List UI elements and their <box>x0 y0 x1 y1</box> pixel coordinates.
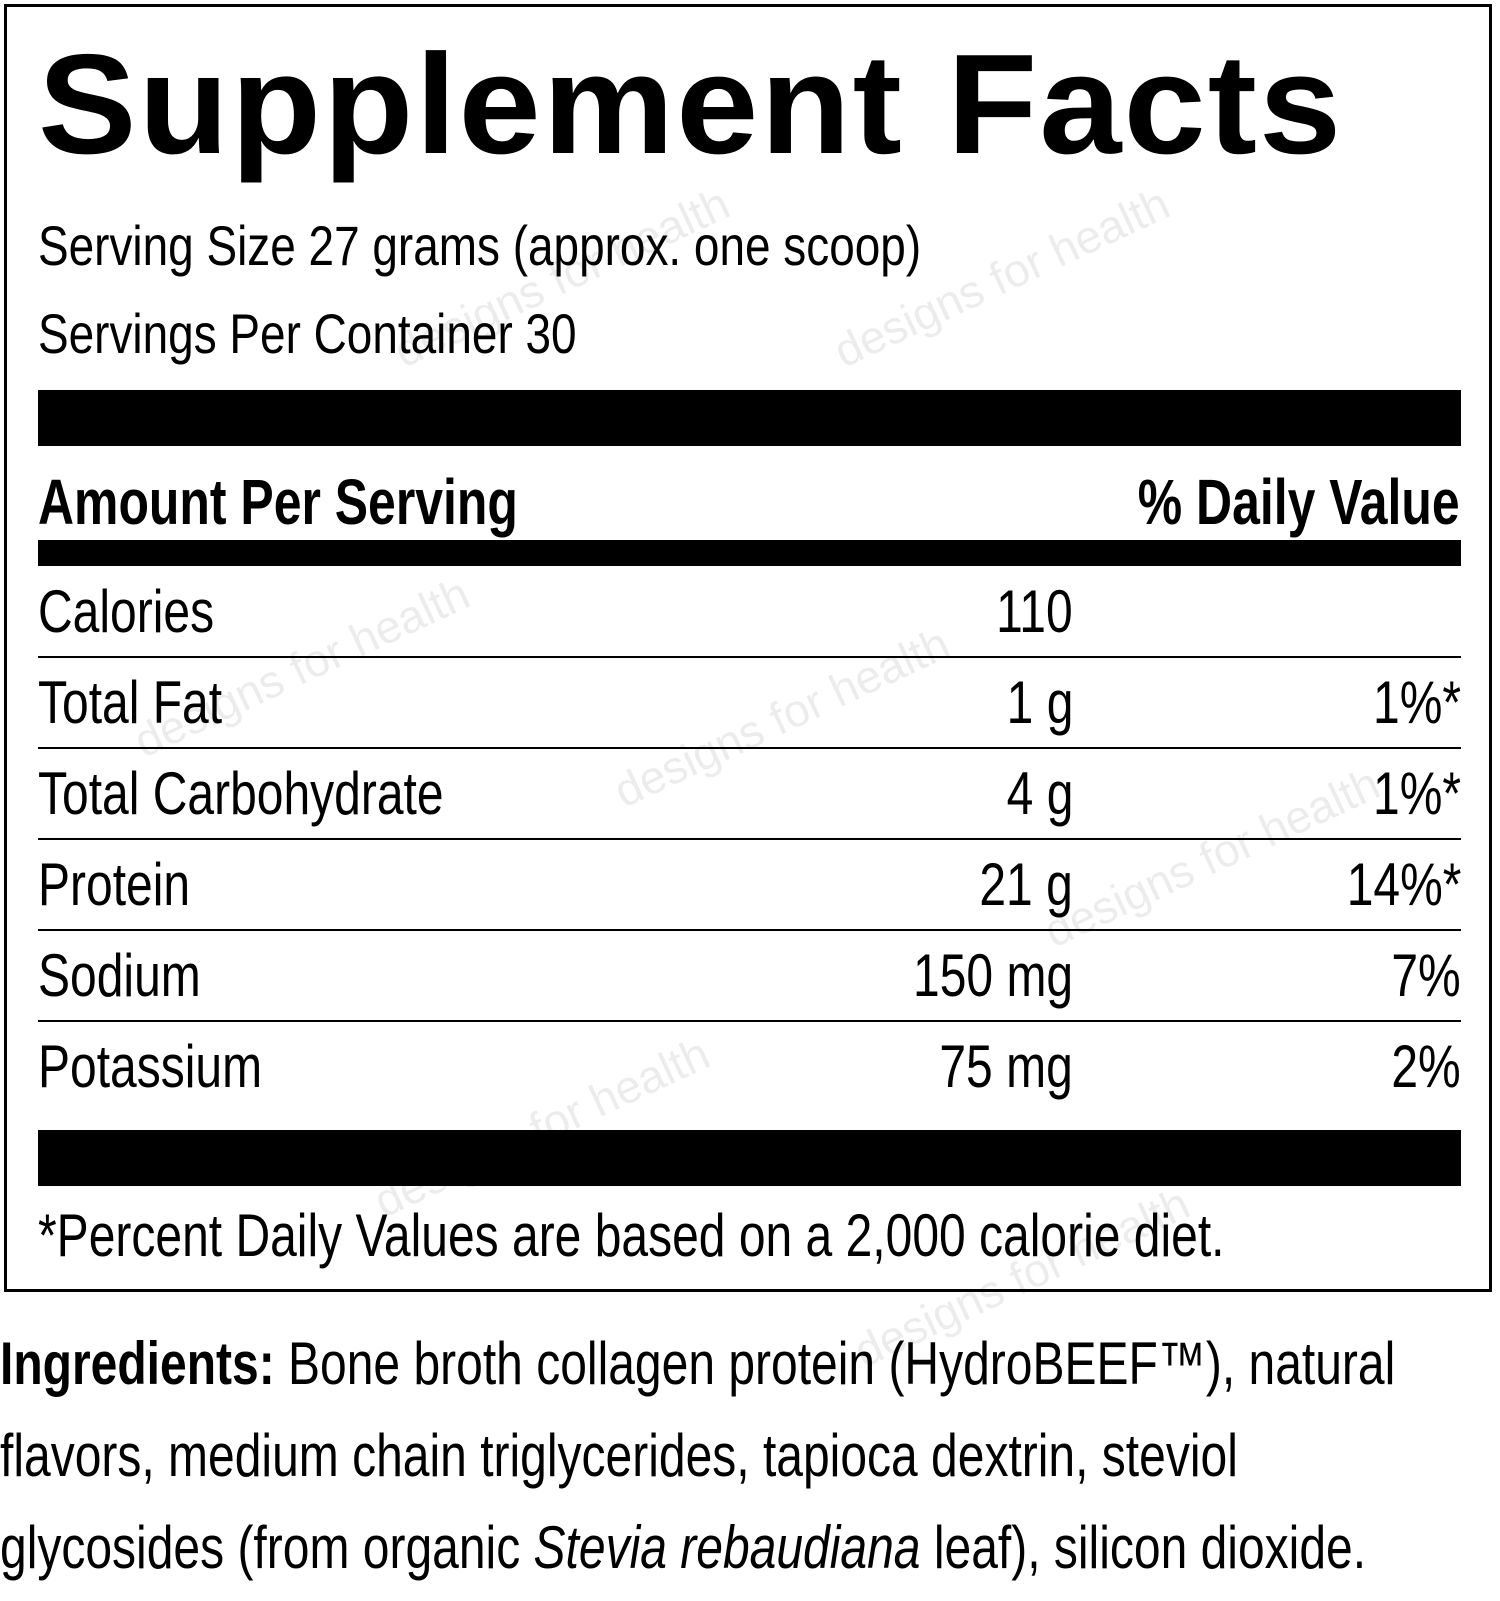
ingredients-text: Bone broth collagen protein (HydroBEEF™)… <box>0 1330 1396 1581</box>
table-row: Calories 110 <box>38 566 1461 658</box>
nutrient-daily-value: 1%* <box>1372 669 1461 736</box>
nutrient-amount: 21 g <box>979 851 1073 918</box>
nutrient-name: Protein <box>38 851 191 918</box>
panel-title: Supplement Facts <box>38 25 1344 184</box>
nutrient-amount: 1 g <box>1006 669 1073 736</box>
nutrient-amount: 150 mg <box>912 942 1073 1009</box>
serving-size: Serving Size 27 grams (approx. one scoop… <box>38 214 922 277</box>
nutrient-daily-value: 7% <box>1391 942 1461 1009</box>
table-row: Protein 21 g 14%* <box>38 839 1461 931</box>
table-row: Total Carbohydrate 4 g 1%* <box>38 748 1461 840</box>
nutrient-daily-value: 1%* <box>1372 760 1461 827</box>
nutrient-daily-value: 2% <box>1391 1033 1461 1100</box>
supplement-facts-panel <box>4 4 1492 1292</box>
nutrient-amount: 75 mg <box>939 1033 1073 1100</box>
nutrient-amount: 110 <box>996 578 1073 645</box>
nutrient-name: Total Carbohydrate <box>38 760 444 827</box>
servings-per-container: Servings Per Container 30 <box>38 302 577 365</box>
ingredients-italic-species: Stevia rebaudiana <box>533 1514 921 1581</box>
daily-value-header: % Daily Value <box>1138 466 1460 538</box>
table-row: Sodium 150 mg 7% <box>38 930 1461 1022</box>
table-row: Total Fat 1 g 1%* <box>38 657 1461 749</box>
nutrient-amount: 4 g <box>1006 760 1073 827</box>
daily-value-footnote: *Percent Daily Values are based on a 2,0… <box>38 1202 1225 1269</box>
ingredients-text-end: leaf), silicon dioxide. <box>920 1514 1367 1581</box>
amount-per-serving-header: Amount Per Serving <box>38 466 518 538</box>
nutrient-name: Sodium <box>38 942 201 1009</box>
table-row: Potassium 75 mg 2% <box>38 1021 1461 1111</box>
header-divider <box>38 540 1461 566</box>
thick-divider <box>38 390 1461 446</box>
bottom-thick-divider <box>38 1130 1461 1186</box>
nutrient-name: Potassium <box>38 1033 263 1100</box>
nutrient-name: Calories <box>38 578 215 645</box>
ingredients-label: Ingredients: <box>0 1330 275 1397</box>
nutrient-name: Total Fat <box>38 669 223 736</box>
ingredients-statement: Ingredients: Bone broth collagen protein… <box>0 1318 1464 1594</box>
nutrient-daily-value: 14%* <box>1346 851 1461 918</box>
